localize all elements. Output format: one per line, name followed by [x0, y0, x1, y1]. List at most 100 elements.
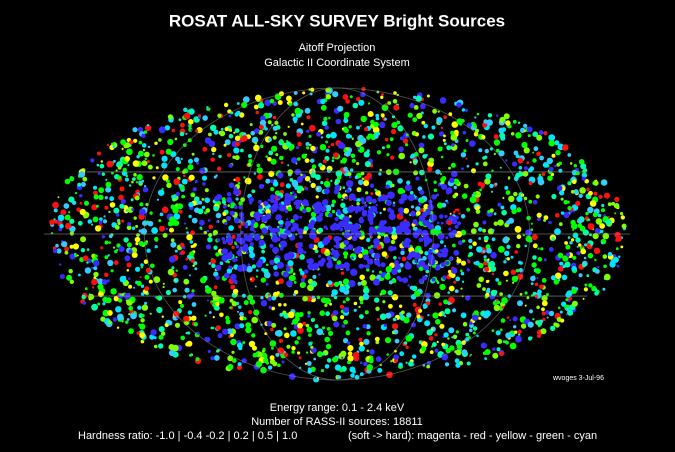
source-dot — [278, 205, 284, 211]
source-dot — [496, 300, 501, 305]
source-dot — [142, 186, 149, 193]
source-dot — [440, 146, 443, 149]
source-dot — [204, 197, 210, 203]
source-dot — [343, 319, 348, 325]
source-dot — [442, 138, 446, 142]
source-dot — [307, 258, 314, 265]
source-dot — [247, 263, 251, 267]
source-dot — [409, 190, 414, 195]
source-dot — [111, 171, 114, 175]
source-dot — [565, 244, 571, 250]
source-dot — [126, 262, 132, 268]
source-dot — [561, 274, 568, 281]
source-dot — [219, 261, 224, 266]
source-dot — [140, 318, 145, 323]
source-dot — [369, 274, 376, 281]
source-dot — [318, 254, 322, 258]
source-dot — [493, 134, 499, 140]
source-dot — [486, 279, 490, 283]
source-dot — [238, 346, 243, 351]
source-dot — [392, 99, 398, 104]
source-dot — [315, 195, 319, 199]
source-dot — [473, 191, 477, 196]
source-dot — [259, 119, 267, 127]
source-dot — [458, 240, 463, 246]
source-dot — [299, 254, 305, 260]
source-dot — [271, 123, 274, 127]
source-dot — [57, 214, 65, 222]
source-dot — [233, 178, 236, 181]
source-dot — [453, 185, 457, 190]
source-dot — [495, 278, 500, 282]
source-dot — [474, 116, 477, 119]
source-dot — [547, 175, 553, 181]
source-dot — [460, 119, 465, 123]
source-dot — [541, 295, 548, 302]
source-dot — [490, 190, 494, 193]
source-dot — [310, 229, 316, 235]
source-dot — [498, 245, 505, 253]
source-dot — [388, 212, 396, 220]
source-dot — [388, 303, 393, 309]
source-dot — [104, 240, 109, 245]
source-dot — [469, 328, 473, 333]
source-dot — [587, 218, 591, 221]
source-dot — [132, 127, 138, 133]
source-dot — [185, 257, 189, 261]
source-dot — [320, 205, 327, 213]
source-dot — [230, 284, 236, 290]
source-dot — [359, 274, 366, 281]
source-dot — [408, 361, 414, 367]
source-dot — [551, 193, 557, 200]
source-dot — [416, 210, 421, 216]
source-dot — [273, 234, 278, 239]
source-dot — [397, 178, 403, 184]
source-dot — [414, 256, 418, 260]
source-dot — [119, 203, 125, 209]
source-dot — [375, 211, 379, 214]
source-dot — [453, 249, 460, 256]
source-dot — [155, 296, 160, 300]
source-dot — [601, 203, 605, 208]
source-dot — [554, 272, 562, 280]
source-dot — [592, 212, 598, 218]
source-dot — [273, 199, 279, 205]
source-dot — [482, 287, 486, 291]
source-dot — [162, 285, 165, 289]
source-dot — [421, 275, 428, 281]
source-dot — [509, 342, 517, 350]
source-dot — [227, 204, 230, 207]
source-dot — [185, 227, 188, 230]
source-dot — [555, 323, 560, 328]
source-dot — [499, 292, 503, 296]
source-dot — [283, 303, 287, 307]
source-dot — [213, 355, 220, 361]
source-dot — [366, 356, 370, 360]
source-dot — [524, 304, 527, 307]
source-dot — [312, 274, 317, 279]
source-dot — [440, 155, 444, 159]
source-dot — [331, 209, 336, 214]
source-dot — [492, 347, 496, 351]
source-dot — [104, 255, 109, 260]
source-dot — [364, 310, 369, 315]
source-dot — [446, 145, 452, 151]
source-dot — [572, 255, 577, 260]
source-dot — [182, 264, 188, 270]
source-dot — [482, 156, 486, 160]
source-dot — [189, 240, 194, 244]
source-dot — [283, 352, 289, 357]
source-dot — [495, 148, 500, 153]
source-dot — [283, 132, 287, 136]
source-dot — [475, 162, 479, 166]
source-dot — [335, 263, 338, 267]
source-dot — [431, 277, 436, 282]
source-dot — [158, 343, 164, 349]
source-dot — [229, 306, 232, 310]
source-dot — [235, 245, 240, 249]
source-dot — [90, 158, 95, 163]
source-dot — [239, 311, 244, 317]
source-dot — [536, 134, 543, 141]
source-dot — [154, 344, 158, 349]
source-dot — [246, 265, 253, 273]
